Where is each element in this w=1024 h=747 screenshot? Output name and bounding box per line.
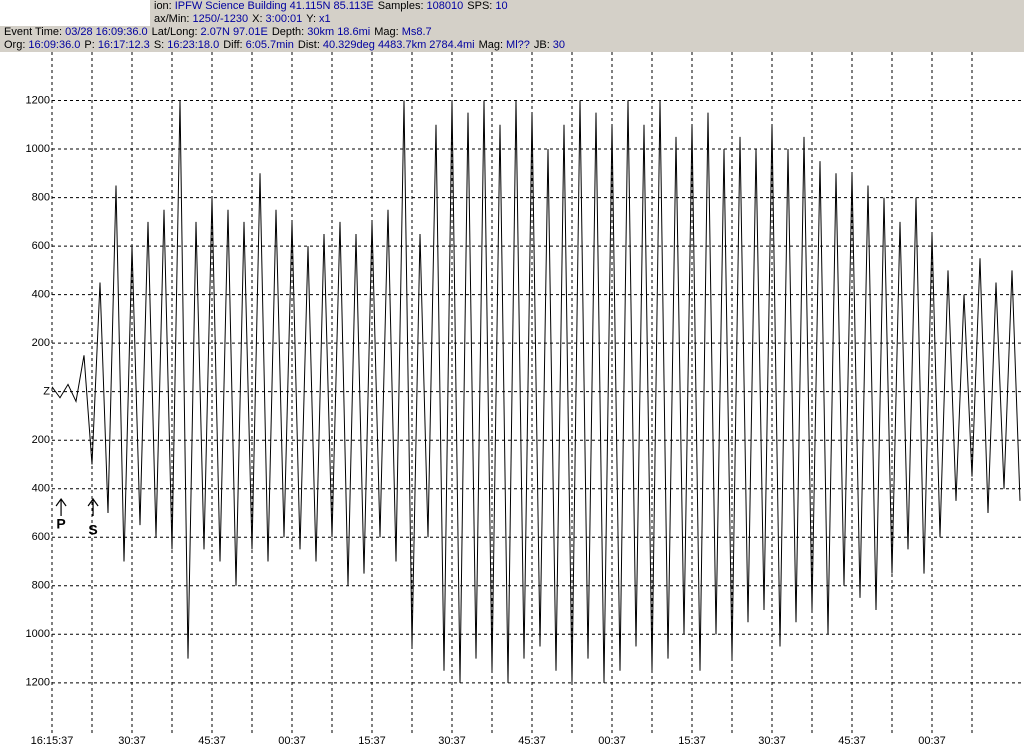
x-tick-label: 45:37 xyxy=(518,735,546,747)
x-tick-label: 00:37 xyxy=(598,735,626,747)
x-tick-label: 00:37 xyxy=(918,735,946,747)
y-tick-label: 1200 xyxy=(26,677,50,689)
y-tick-label: 400 xyxy=(32,289,50,301)
field-value: 2.07N 97.01E xyxy=(200,26,268,38)
waveform xyxy=(51,100,1021,683)
y-tick-label: 800 xyxy=(32,191,50,203)
field-value: Ml?? xyxy=(506,39,530,51)
field-label: Samples: xyxy=(377,0,424,12)
header-line: Org: 16:09:36.0 P: 16:17:12.3 S: 16:23:18.0 Di… xyxy=(0,39,565,52)
field-label: ax/Min: xyxy=(154,13,190,25)
field-value: 16:09:36.0 xyxy=(28,39,81,51)
field-value: 16:23:18.0 xyxy=(167,39,220,51)
x-tick-label: 00:37 xyxy=(278,735,306,747)
field-value: 3:00:01 xyxy=(265,13,303,25)
arrival-arrow xyxy=(55,497,67,516)
field-label: SPS: xyxy=(467,0,493,12)
y-tick-label: 800 xyxy=(32,580,50,592)
field-value: 30km 18.6mi xyxy=(307,26,371,38)
y-tick-label: 200 xyxy=(32,434,50,446)
arrival-label: S xyxy=(88,522,97,538)
x-tick-label: 16:15:37 xyxy=(31,735,74,747)
y-tick-label: 1200 xyxy=(26,94,50,106)
field-label: S: xyxy=(153,39,165,51)
field-value: 6:05.7min xyxy=(245,39,294,51)
y-tick-label: 600 xyxy=(32,531,50,543)
field-value: 40.329deg 4483.7km 2784.4mi xyxy=(322,39,475,51)
y-tick-label: 1000 xyxy=(26,628,50,640)
field-value: 30 xyxy=(552,39,566,51)
y-tick-label: 1000 xyxy=(26,143,50,155)
y-tick-label: 200 xyxy=(32,337,50,349)
field-label: ion: xyxy=(154,0,172,12)
y-tick-label: Z xyxy=(43,386,50,398)
field-value: 16:17:12.3 xyxy=(97,39,150,51)
field-label: JB: xyxy=(533,39,550,51)
field-label: Y: xyxy=(306,13,317,25)
y-tick-label: 400 xyxy=(32,483,50,495)
redaction-box xyxy=(0,0,150,26)
field-value: 03/28 16:09:36.0 xyxy=(65,26,148,38)
arrival-label: P xyxy=(56,516,65,532)
field-label: Event Time: xyxy=(4,26,63,38)
field-label: Org: xyxy=(4,39,26,51)
header-line: Event Time: 03/28 16:09:36.0 Lat/Long: 2.07… xyxy=(0,26,432,39)
field-label: P: xyxy=(84,39,95,51)
x-tick-label: 30:37 xyxy=(438,735,466,747)
field-value: IPFW Science Building 41.115N 85.113E xyxy=(174,0,374,12)
info-header: ion: IPFW Science Building 41.115N 85.113… xyxy=(0,0,1024,52)
arrival-arrow xyxy=(87,497,99,516)
field-value: x1 xyxy=(319,13,331,25)
field-label: Mag: xyxy=(374,26,399,38)
x-tick-label: 45:37 xyxy=(198,735,226,747)
field-label: X: xyxy=(252,13,263,25)
x-tick-label: 30:37 xyxy=(758,735,786,747)
field-value: 108010 xyxy=(426,0,464,12)
field-label: Lat/Long: xyxy=(151,26,198,38)
header-line: ax/Min: 1250/-1230 X: 3:00:01 Y: x1 xyxy=(150,13,331,26)
field-label: Dist: xyxy=(297,39,320,51)
x-tick-label: 45:37 xyxy=(838,735,866,747)
field-value: 10 xyxy=(495,0,508,12)
header-line: ion: IPFW Science Building 41.115N 85.113… xyxy=(150,0,508,13)
x-tick-label: 15:37 xyxy=(358,735,386,747)
field-label: Diff: xyxy=(223,39,243,51)
field-value: Ms8.7 xyxy=(401,26,432,38)
field-label: Depth: xyxy=(271,26,305,38)
x-tick-label: 30:37 xyxy=(118,735,146,747)
y-tick-label: 600 xyxy=(32,240,50,252)
field-value: 1250/-1230 xyxy=(192,13,249,25)
field-label: Mag: xyxy=(478,39,504,51)
x-tick-label: 15:37 xyxy=(678,735,706,747)
